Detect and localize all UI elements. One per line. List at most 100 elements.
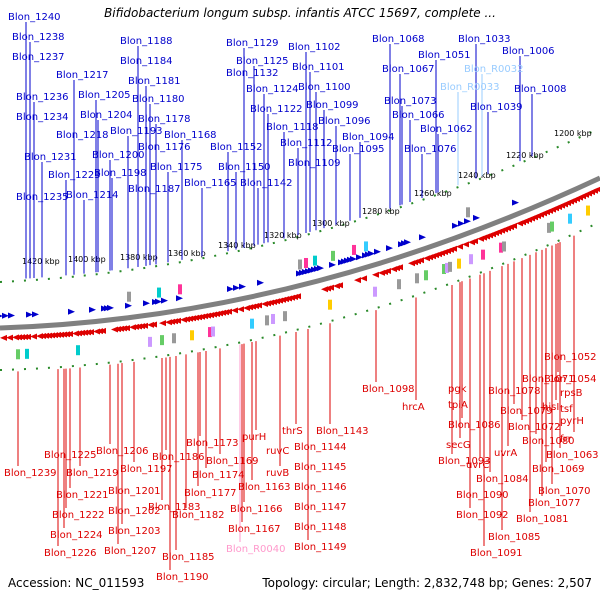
gene-label: Blon_1132 (226, 68, 279, 79)
gene-label: Blon_1206 (96, 446, 149, 457)
gene-arrow (60, 331, 67, 338)
gene-label: Blon_1231 (24, 152, 77, 163)
gene-label: Blon_1112 (280, 138, 333, 149)
gene-arrow (329, 261, 336, 268)
gene-label: ruvB (266, 468, 289, 479)
gene-arrow (150, 321, 157, 328)
rna-feature (211, 326, 215, 337)
gene-arrow (336, 282, 343, 289)
gene-label: Blon_1236 (16, 92, 69, 103)
gene-label: Blon_1062 (420, 124, 473, 135)
gene-arrow (186, 315, 193, 322)
gene-arrow (111, 326, 118, 333)
rna-feature (25, 348, 29, 359)
rna-feature (415, 273, 419, 284)
gene-label: Blon_1129 (226, 38, 279, 49)
gene-label: Blon_1147 (294, 502, 347, 513)
gene-arrow (237, 306, 244, 313)
gene-label: hrcA (402, 402, 425, 413)
rna-feature (265, 315, 269, 326)
gene-features (0, 186, 600, 360)
gene-label: Blon_1188 (120, 36, 173, 47)
gene-arrow (107, 304, 114, 311)
ruler-tick-label: 1260 kbp (414, 189, 452, 198)
gene-label: pyrH (560, 416, 584, 427)
rna-feature (172, 333, 176, 344)
gene-label: Blon_1109 (288, 158, 341, 169)
gene-label: Blon_1078 (488, 386, 541, 397)
gene-label: Blon_1143 (316, 426, 369, 437)
gene-arrow (129, 324, 136, 331)
outer-tick-track (0, 127, 600, 283)
gene-arrow (233, 284, 240, 291)
gene-arrow (32, 311, 39, 318)
gene-label: Blon_1182 (172, 510, 225, 521)
gene-arrow (419, 234, 426, 241)
rna-feature (160, 335, 164, 346)
gene-label: Blon_1098 (362, 384, 415, 395)
gene-label: Blon_1225 (44, 450, 97, 461)
rna-feature (157, 287, 161, 298)
gene-label: tpiA (448, 400, 468, 411)
gene-label: Blon_1219 (66, 468, 119, 479)
label-lines (17, 22, 575, 570)
rna-feature (499, 242, 503, 253)
ruler-tick-label: 1320 kbp (264, 231, 302, 240)
rna-feature (457, 258, 461, 269)
rna-feature (331, 250, 335, 261)
genome-backbone (0, 175, 600, 331)
gene-label: Blon_1217 (56, 70, 109, 81)
ruler-tick-label: 1240 kbp (458, 171, 496, 180)
gene-label: thrS (282, 426, 303, 437)
gene-label: Blon_1149 (294, 542, 347, 553)
page-title: Bifidobacterium longum subsp. infantis A… (104, 6, 496, 20)
gene-label: pgk (448, 384, 467, 395)
gene-arrow (372, 271, 379, 278)
gene-arrow (317, 265, 324, 272)
gene-label: Blon_1223 (48, 170, 101, 181)
rna-feature (373, 286, 377, 297)
rna-feature (271, 313, 275, 324)
gene-label: Blon_1240 (8, 12, 61, 23)
gene-label: rpsB (560, 388, 583, 399)
rna-feature (298, 259, 302, 270)
gene-arrow (99, 327, 106, 334)
gene-label: Blon_1054 (544, 374, 597, 385)
gene-arrow (75, 330, 82, 337)
rna-feature (466, 207, 470, 218)
gene-label: uvrC (466, 460, 489, 471)
gene-label: Blon_1218 (56, 130, 109, 141)
gene-arrow (159, 320, 166, 327)
rna-feature (568, 213, 572, 224)
rna-feature (445, 262, 449, 273)
gene-label: Blon_1084 (476, 474, 529, 485)
gene-label: Blon_1235 (16, 192, 69, 203)
ruler-tick-label: 1380 kbp (120, 253, 158, 262)
gene-label: Blon_1238 (12, 32, 65, 43)
gene-arrow (354, 277, 361, 284)
gene-label: Blon_1095 (332, 144, 385, 155)
gene-arrow (96, 328, 103, 335)
gene-arrow (51, 332, 58, 339)
gene-label: Blon_1145 (294, 462, 347, 473)
rna-feature (448, 261, 452, 272)
gene-label: Blon_1183 (148, 502, 201, 513)
rna-feature (304, 257, 308, 268)
gene-arrow (0, 334, 7, 341)
gene-arrow (462, 241, 469, 248)
gene-arrow (171, 318, 178, 325)
gene-label: Blon_1067 (382, 64, 435, 75)
rna-feature (190, 330, 194, 341)
gene-label: Blon_1006 (502, 46, 555, 57)
rna-feature (328, 299, 332, 310)
gene-arrow (239, 283, 246, 290)
gene-label: Blon_1096 (318, 116, 371, 127)
ruler-tick-label: 1220 kbp (506, 151, 544, 160)
rna-feature (481, 249, 485, 260)
gene-label: Blon_1091 (470, 548, 523, 559)
gene-label: Blon_1052 (544, 352, 597, 363)
gene-arrow (176, 295, 183, 302)
gene-label: Blon_1176 (138, 142, 191, 153)
gene-label: Blon_1198 (94, 168, 147, 179)
ruler-tick-label: 1420 kbp (22, 257, 60, 266)
